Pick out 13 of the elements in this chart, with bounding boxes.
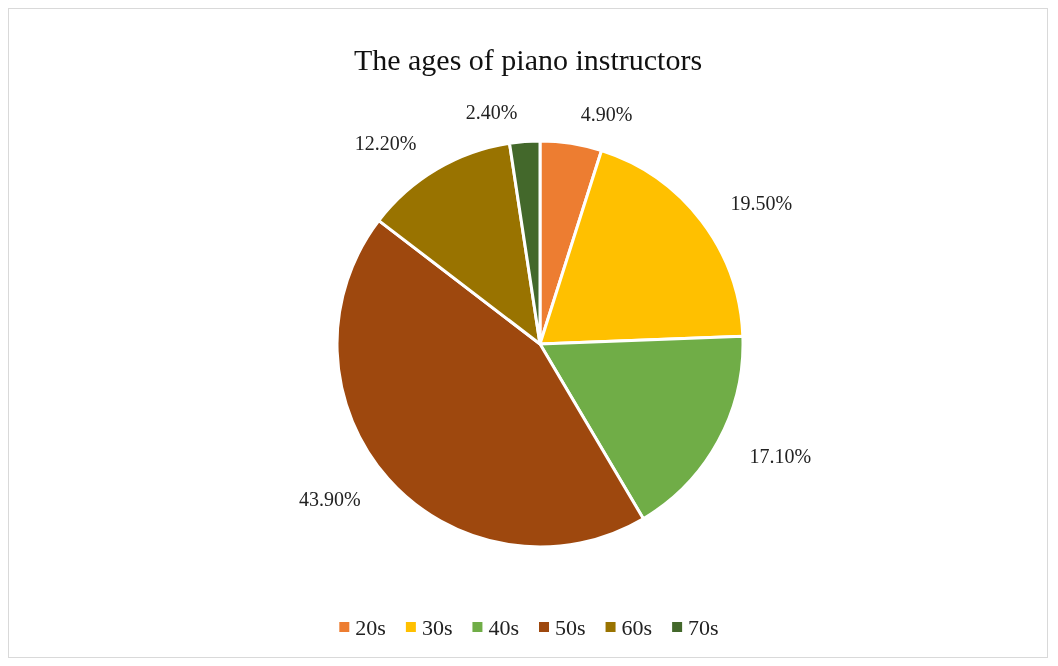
legend-label: 20s — [355, 614, 386, 640]
legend-label: 60s — [621, 614, 653, 640]
legend-label: 50s — [555, 614, 586, 640]
data-label: 4.90% — [580, 102, 633, 125]
data-label: 19.50% — [730, 191, 793, 214]
legend-label: 30s — [421, 614, 453, 640]
legend-label: 70s — [688, 614, 719, 640]
data-label: 43.90% — [299, 487, 361, 510]
data-label: 12.20% — [354, 132, 417, 155]
legend-label: 40s — [488, 614, 519, 640]
data-label: 2.40% — [465, 100, 518, 123]
chart-title: The ages of piano instructors — [353, 42, 703, 76]
data-label: 17.10% — [749, 444, 812, 467]
